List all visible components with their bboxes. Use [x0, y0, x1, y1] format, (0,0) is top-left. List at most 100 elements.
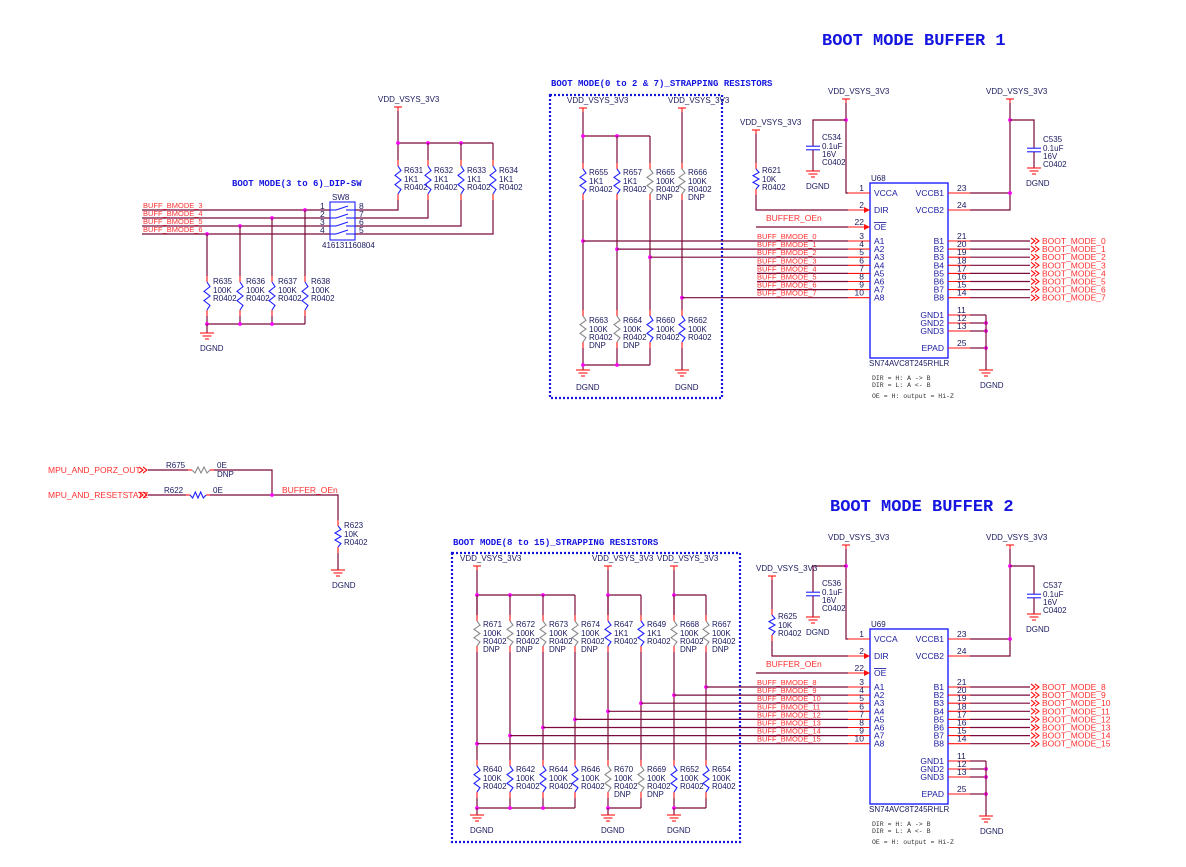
- resistor-icon: [579, 168, 587, 195]
- resistor[interactable]: [579, 163, 587, 200]
- pin-number: 23: [957, 183, 967, 193]
- resistor-icon: [579, 315, 587, 343]
- resistor[interactable]: [604, 760, 612, 798]
- resistor-value: 100K: [712, 629, 731, 638]
- junction-dot: [238, 322, 242, 326]
- capacitor[interactable]: [1027, 593, 1041, 599]
- capacitor-value: 0.1uF: [822, 588, 843, 597]
- resistor-ref: R625: [778, 612, 798, 621]
- resistor-value: 100K: [614, 774, 633, 783]
- resistor-icon: [506, 765, 514, 793]
- resistor-package: R0402: [688, 333, 712, 342]
- resistor[interactable]: [571, 615, 579, 652]
- power-net-label: VDD_VSYS_3V3: [460, 554, 522, 563]
- ground-net-label: DGND: [980, 827, 1004, 836]
- resistor[interactable]: [539, 760, 547, 798]
- resistor[interactable]: [489, 160, 497, 200]
- capacitor[interactable]: [806, 591, 820, 597]
- resistor[interactable]: [646, 163, 654, 200]
- ground-icon: [576, 369, 590, 377]
- wire: [845, 103, 848, 194]
- resistor-ref: R642: [516, 765, 536, 774]
- capacitor[interactable]: [1027, 147, 1041, 153]
- resistor[interactable]: [301, 276, 309, 316]
- resistor[interactable]: [188, 465, 214, 475]
- dnp-label: DNP: [217, 470, 234, 479]
- ground-icon: [979, 815, 993, 823]
- resistor-ref: R646: [581, 765, 601, 774]
- ic-sn74avc8t245[interactable]: [869, 182, 949, 359]
- oe-net-label: BUFFER_OEn: [766, 213, 822, 223]
- resistor-package: R0402: [483, 782, 507, 791]
- resistor-package: R0402: [581, 782, 605, 791]
- ground-icon: [601, 814, 615, 822]
- output-net-label: BOOT_MODE_1: [1042, 244, 1106, 254]
- resistor[interactable]: [424, 160, 432, 200]
- resistor[interactable]: [506, 760, 514, 798]
- resistor[interactable]: [613, 163, 621, 200]
- resistor-value: 10K: [778, 621, 793, 630]
- resistor-package: R0402: [467, 183, 491, 192]
- resistor[interactable]: [394, 160, 402, 200]
- off-sheet-connector-icon: [1030, 286, 1040, 294]
- wire: [1010, 565, 1035, 594]
- resistor-icon: [457, 165, 465, 195]
- resistor[interactable]: [473, 760, 481, 798]
- pin-number: 14: [957, 734, 967, 744]
- switch-toggle[interactable]: [335, 229, 349, 235]
- switch-pin-number: 3: [320, 217, 325, 227]
- dip-switch-sw8[interactable]: [329, 201, 356, 241]
- resistor[interactable]: [751, 163, 761, 195]
- pin-name: B6: [934, 723, 945, 733]
- pin-number: 13: [957, 767, 967, 777]
- resistor[interactable]: [702, 615, 710, 652]
- resistor[interactable]: [539, 615, 547, 652]
- pin-name: A4: [874, 706, 885, 716]
- resistor[interactable]: [604, 615, 612, 652]
- resistor-ref: R664: [623, 316, 643, 325]
- resistor-ref: R636: [246, 277, 266, 286]
- pin-number: 12: [957, 759, 967, 769]
- resistor-package: R0402: [404, 183, 428, 192]
- resistor[interactable]: [186, 490, 210, 500]
- resistor-ref: R632: [434, 166, 454, 175]
- resistor[interactable]: [506, 615, 514, 652]
- resistor[interactable]: [678, 310, 686, 348]
- junction-dot: [581, 134, 585, 138]
- off-sheet-connector-icon: [1030, 253, 1040, 261]
- resistor[interactable]: [268, 276, 276, 316]
- ground-net-label: DGND: [332, 581, 356, 590]
- net-label: BUFF_BMODE_4: [143, 209, 203, 218]
- resistor[interactable]: [678, 163, 686, 200]
- resistor[interactable]: [473, 615, 481, 652]
- resistor-icon: [670, 620, 678, 647]
- resistor[interactable]: [767, 609, 777, 641]
- resistor-value: 100K: [680, 774, 699, 783]
- resistor[interactable]: [637, 760, 645, 798]
- switch-toggle[interactable]: [335, 213, 349, 219]
- resistor[interactable]: [236, 276, 244, 316]
- resistor[interactable]: [702, 760, 710, 798]
- resistor[interactable]: [203, 276, 211, 316]
- resistor[interactable]: [646, 310, 654, 348]
- resistor[interactable]: [670, 760, 678, 798]
- resistor[interactable]: [457, 160, 465, 200]
- ground-icon: [1027, 167, 1041, 175]
- resistor-icon: [539, 620, 547, 647]
- pin-name: B7: [934, 285, 945, 295]
- resistor[interactable]: [670, 615, 678, 652]
- input-arrow-icon: [864, 653, 870, 659]
- switch-toggle[interactable]: [335, 221, 349, 227]
- resistor[interactable]: [637, 615, 645, 652]
- resistor-ref: R635: [213, 277, 233, 286]
- resistor[interactable]: [571, 760, 579, 798]
- resistor[interactable]: [333, 520, 343, 553]
- resistor[interactable]: [579, 310, 587, 348]
- off-sheet-connector-icon: [1030, 740, 1040, 748]
- capacitor[interactable]: [806, 145, 820, 151]
- switch-toggle[interactable]: [335, 205, 349, 211]
- resistor[interactable]: [613, 310, 621, 348]
- ic-sn74avc8t245[interactable]: [869, 628, 949, 805]
- note-text: DIR = L: A <- B: [872, 828, 931, 835]
- resistor-package: R0402: [589, 185, 613, 194]
